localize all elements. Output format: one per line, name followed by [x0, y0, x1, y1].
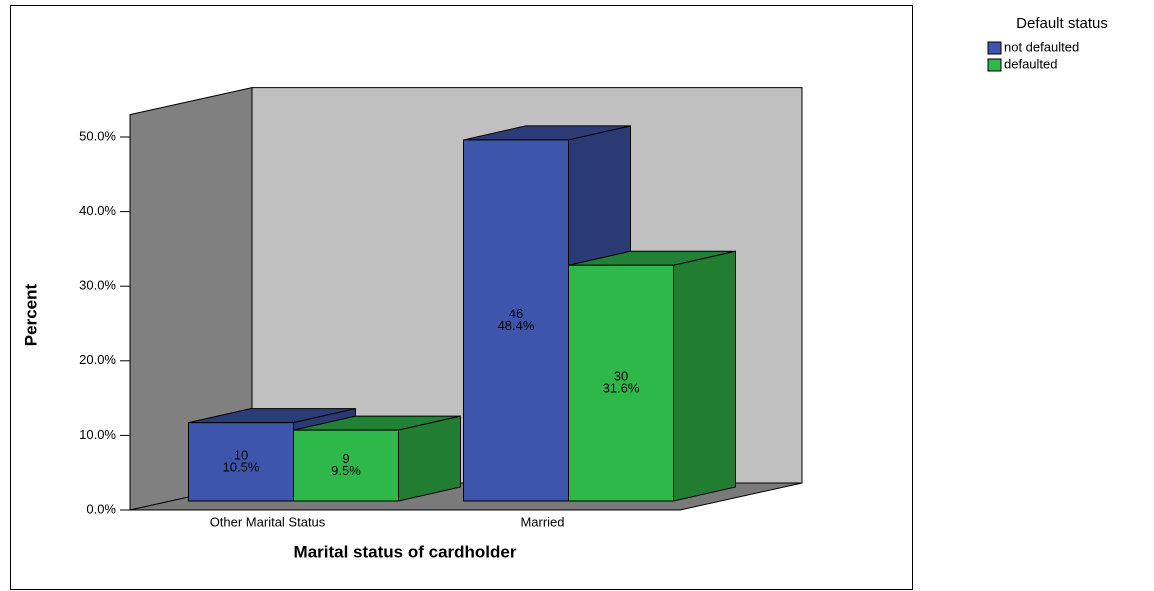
- legend-label: not defaulted: [1004, 39, 1079, 54]
- bar-count-label: 9: [342, 451, 349, 466]
- bar-front: [463, 139, 569, 502]
- legend-swatch: [987, 58, 1002, 72]
- x-tick-label: Other Marital Status: [210, 514, 326, 529]
- legend-swatch: [987, 41, 1002, 55]
- y-axis-title: Percent: [21, 283, 40, 346]
- bar-value-label: 48.4%: [498, 318, 535, 333]
- bar-front: [568, 264, 674, 502]
- y-tick-label: 20.0%: [79, 352, 116, 367]
- bar-side: [398, 415, 461, 502]
- legend-title: Default status: [1016, 15, 1108, 32]
- y-tick-label: 0.0%: [86, 501, 116, 516]
- legend-label: defaulted: [1004, 56, 1058, 71]
- bar-value-label: 31.6%: [603, 381, 640, 396]
- bar-side: [673, 250, 736, 502]
- y-tick-label: 50.0%: [79, 128, 116, 143]
- bar-count-label: 46: [509, 306, 523, 321]
- x-axis-title: Marital status of cardholder: [294, 542, 517, 561]
- y-tick-label: 10.0%: [79, 427, 116, 442]
- bar-count-label: 30: [614, 369, 628, 384]
- bar-value-label: 10.5%: [223, 459, 260, 474]
- x-tick-label: Married: [520, 514, 564, 529]
- chart-frame: [10, 5, 913, 590]
- bar: [568, 250, 736, 502]
- bar-front: [293, 429, 399, 502]
- bar-value-label: 9.5%: [331, 463, 361, 478]
- y-tick-label: 40.0%: [79, 203, 116, 218]
- y-tick-label: 30.0%: [79, 278, 116, 293]
- bar: [293, 415, 461, 502]
- bar-count-label: 10: [234, 447, 248, 462]
